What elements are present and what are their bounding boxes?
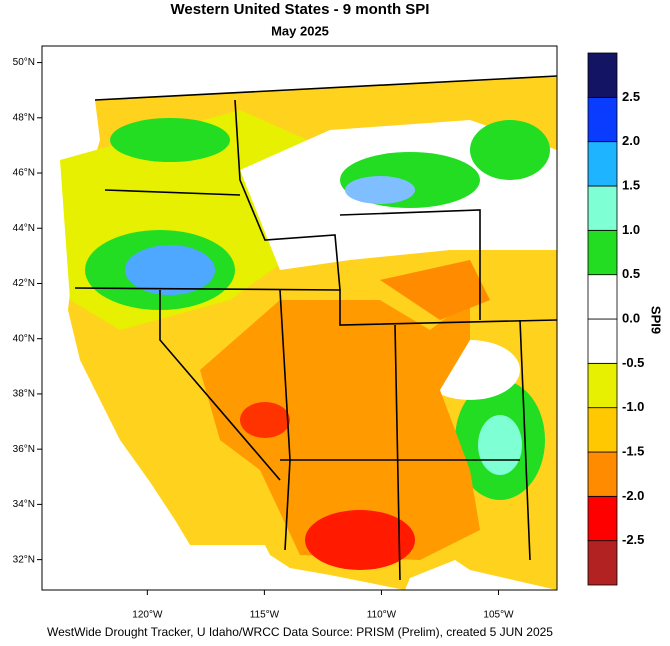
lat-tick-label: 40°N [13, 333, 35, 344]
zone [305, 510, 415, 570]
zone [125, 245, 215, 295]
colorbar-label: -1.0 [622, 399, 644, 414]
lat-tick-label: 36°N [13, 444, 35, 455]
state-borders [74, 75, 557, 581]
colorbar-bin [587, 495, 618, 542]
colorbar-label: 1.0 [622, 222, 640, 237]
zone [345, 176, 415, 204]
colorbar-bin [587, 229, 618, 276]
colorbar-label: -2.0 [622, 488, 644, 503]
colorbar-bin [587, 185, 618, 231]
lat-tick-label: 44°N [13, 223, 35, 234]
zone [470, 120, 550, 180]
colorbar-label: 2.0 [622, 133, 640, 148]
subtitle: May 2025 [271, 23, 329, 38]
colorbar-label: 1.5 [622, 177, 640, 192]
lon-tick-label: 105°W [483, 610, 514, 621]
lon-tick-label: 110°W [367, 610, 397, 621]
zone [110, 118, 230, 162]
lat-tick-label: 48°N [13, 112, 35, 123]
lat-tick-label: 46°N [13, 168, 35, 179]
colorbar-label: 2.5 [622, 89, 640, 104]
colorbar-bin [587, 274, 618, 320]
colorbar-bin [587, 52, 618, 98]
colorbar-bin [587, 362, 618, 409]
zone [240, 402, 290, 438]
lat-tick-label: 34°N [13, 499, 35, 510]
colorbar-bin [587, 96, 618, 143]
lat-tick-label: 42°N [13, 278, 35, 289]
title: Western United States - 9 month SPI [171, 1, 430, 18]
colorbar-label: 0.5 [622, 266, 640, 281]
colorbar-bin [587, 318, 618, 364]
zone [200, 300, 480, 560]
lon-tick-label: 120°W [132, 610, 163, 621]
zone [380, 260, 490, 320]
map-area [42, 46, 557, 590]
colorbar-title: SPI9 [649, 306, 664, 334]
map-frame [41, 45, 558, 591]
colorbar-bin [587, 451, 618, 497]
lat-tick-label: 50°N [13, 57, 35, 68]
colorbar-bin [587, 540, 618, 586]
colorbar-bin [587, 407, 618, 453]
lon-tick-label: 115°W [250, 610, 280, 621]
colorbar-label: 0.0 [622, 310, 640, 325]
colorbar-label: -0.5 [622, 355, 644, 370]
zone [478, 415, 522, 475]
footer: WestWide Drought Tracker, U Idaho/WRCC D… [47, 625, 553, 639]
lat-tick-label: 32°N [13, 554, 35, 565]
colorbar-label: -2.5 [622, 532, 644, 547]
colorbar-bin [587, 141, 618, 187]
colorbar-label: -1.5 [622, 443, 644, 458]
lat-tick-label: 38°N [13, 389, 35, 400]
